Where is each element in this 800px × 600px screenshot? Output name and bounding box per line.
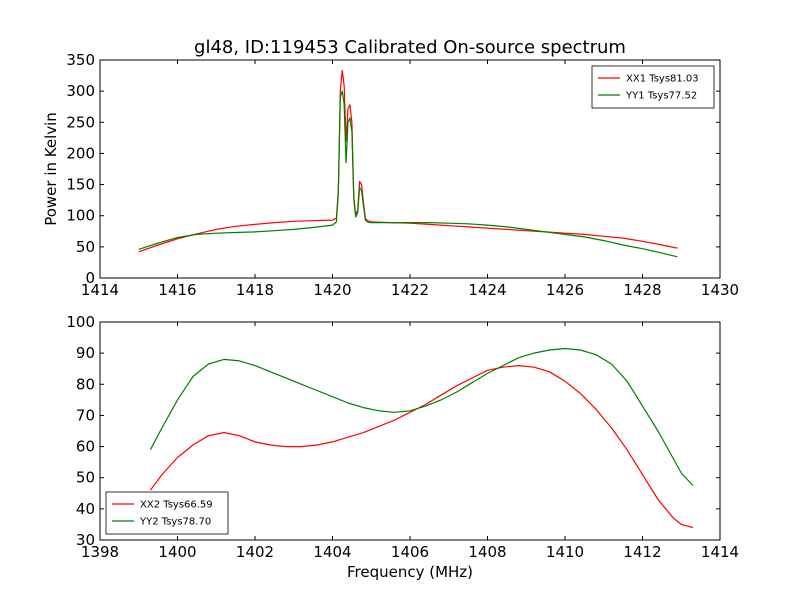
y-axis-label-top: Power in Kelvin bbox=[42, 112, 60, 226]
legend: XX2 Tsys66.59 YY2 Tsys78.70 bbox=[105, 491, 229, 535]
legend-label: YY1 Tsys77.52 bbox=[625, 91, 697, 102]
x-tick-label: 1414 bbox=[701, 543, 739, 561]
series-line-red bbox=[149, 365, 694, 529]
y-tick-label: 300 bbox=[66, 82, 95, 100]
y-tick-label: 30 bbox=[76, 531, 95, 549]
y-tick-label: 200 bbox=[66, 144, 95, 162]
x-tick-label: 1404 bbox=[313, 543, 351, 561]
y-tick-label: 0 bbox=[85, 269, 95, 287]
figure-title: gl48, ID:119453 Calibrated On-source spe… bbox=[194, 37, 626, 58]
x-tick-label: 1408 bbox=[468, 543, 506, 561]
y-tick-label: 350 bbox=[66, 51, 95, 69]
y-tick-label: 50 bbox=[76, 238, 95, 256]
y-tick-label: 250 bbox=[66, 113, 95, 131]
legend-box bbox=[591, 65, 715, 109]
x-tick-label: 1416 bbox=[158, 281, 196, 299]
x-tick-label: 1398 bbox=[81, 543, 119, 561]
bottom-panel: 1398 1400 1402 1404 1406 1408 1410 1412 1414 30 40… bbox=[66, 313, 739, 561]
x-tick-label: 1420 bbox=[313, 281, 351, 299]
x-tick-label: 1414 bbox=[81, 281, 119, 299]
y-tick-label: 40 bbox=[76, 500, 95, 518]
legend: XX1 Tsys81.03 YY1 Tsys77.52 bbox=[591, 65, 715, 109]
x-tick-label: 1418 bbox=[236, 281, 274, 299]
x-tick-label: 1412 bbox=[623, 543, 661, 561]
x-tick-label: 1400 bbox=[158, 543, 196, 561]
x-tick-label: 1428 bbox=[623, 281, 661, 299]
x-tick-label: 1426 bbox=[546, 281, 584, 299]
y-tick-label: 100 bbox=[66, 313, 95, 331]
x-tick-label: 1406 bbox=[391, 543, 429, 561]
y-tick-label: 90 bbox=[76, 344, 95, 362]
legend-label: XX1 Tsys81.03 bbox=[626, 74, 699, 85]
y-tick-label: 100 bbox=[66, 207, 95, 225]
x-tick-label: 1410 bbox=[546, 543, 584, 561]
y-tick-label: 60 bbox=[76, 438, 95, 456]
y-tick-label: 50 bbox=[76, 469, 95, 487]
series-line-green bbox=[138, 90, 678, 258]
y-tick-label: 80 bbox=[76, 375, 95, 393]
legend-box bbox=[105, 491, 229, 535]
x-axis-label-bottom: Frequency (MHz) bbox=[347, 563, 473, 581]
top-panel: 1414 1416 1418 1420 1422 1424 1426 1428 1430 0 50 1… bbox=[66, 51, 739, 299]
series-line-green bbox=[149, 347, 694, 486]
y-tick-label: 150 bbox=[66, 176, 95, 194]
x-tick-label: 1430 bbox=[701, 281, 739, 299]
legend-label: XX2 Tsys66.59 bbox=[140, 500, 213, 511]
x-tick-label: 1402 bbox=[236, 543, 274, 561]
legend-label: YY2 Tsys78.70 bbox=[139, 517, 211, 528]
y-tick-label: 70 bbox=[76, 406, 95, 424]
x-tick-label: 1422 bbox=[391, 281, 429, 299]
x-tick-label: 1424 bbox=[468, 281, 506, 299]
